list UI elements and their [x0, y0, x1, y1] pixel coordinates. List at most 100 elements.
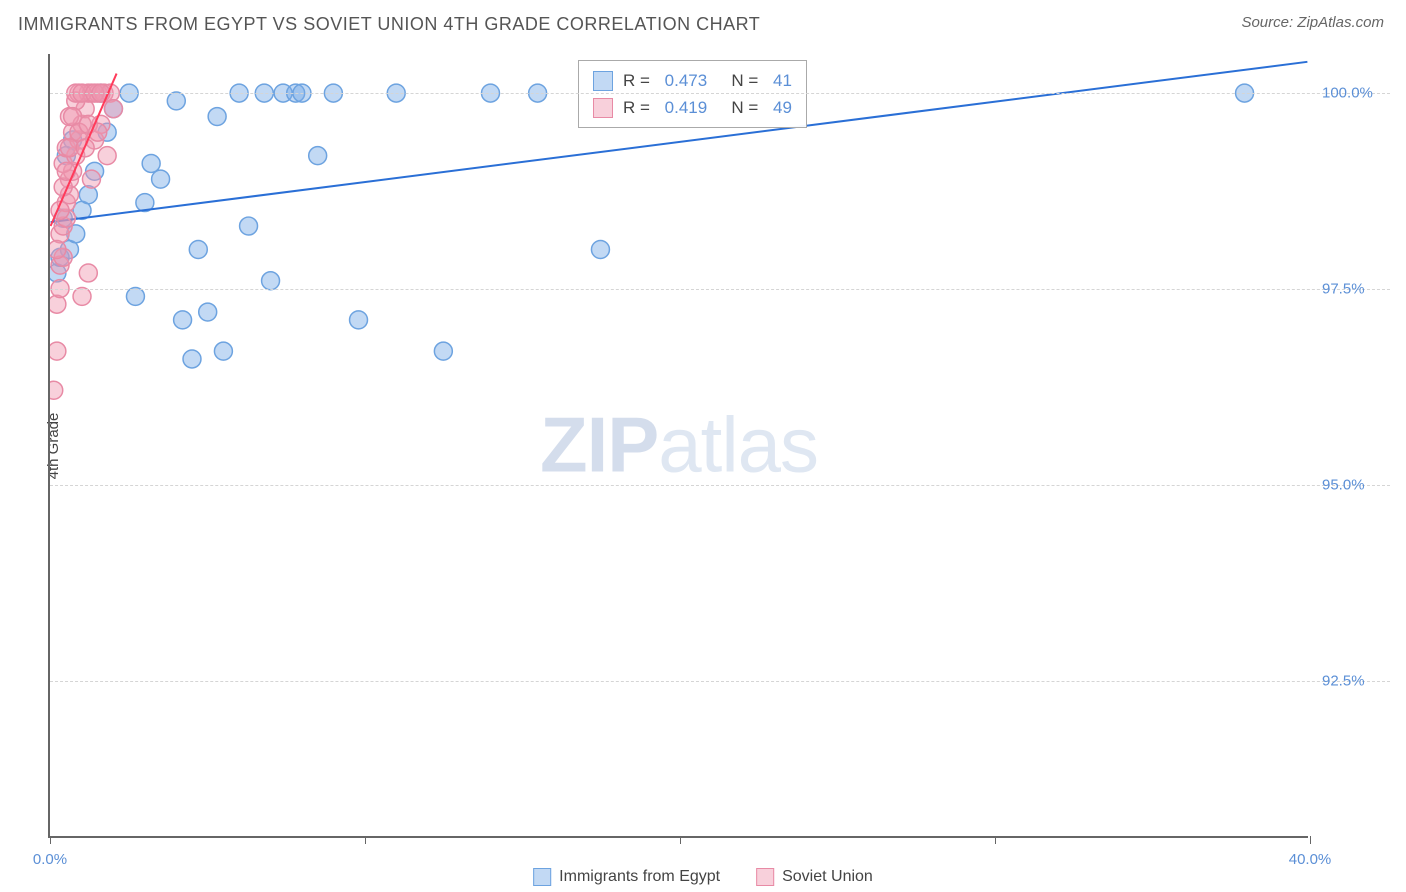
corr-n-label: N = [717, 94, 763, 121]
x-tick-mark [365, 836, 366, 844]
data-point [60, 241, 78, 259]
corr-n-label: N = [717, 67, 763, 94]
corr-r-value: 0.473 [665, 67, 708, 94]
legend-item: Immigrants from Egypt [533, 868, 720, 886]
y-tick-label: 95.0% [1322, 477, 1365, 494]
data-point [67, 225, 85, 243]
data-point [57, 162, 75, 180]
legend-label: Soviet Union [782, 868, 873, 886]
data-point [86, 162, 104, 180]
data-point [54, 178, 72, 196]
data-point [98, 123, 116, 141]
watermark: ZIPatlas [540, 400, 818, 491]
data-point [262, 272, 280, 290]
corr-r-label: R = [623, 67, 655, 94]
chart-title: IMMIGRANTS FROM EGYPT VS SOVIET UNION 4T… [18, 14, 760, 35]
data-point [76, 100, 94, 118]
data-point [54, 248, 72, 266]
data-point [51, 201, 69, 219]
data-point [54, 209, 72, 227]
svg-layer [50, 54, 1308, 836]
data-point [183, 350, 201, 368]
data-point [64, 108, 82, 126]
legend-swatch [533, 868, 551, 886]
correlation-swatch [593, 71, 613, 91]
data-point [70, 131, 88, 149]
data-point [86, 131, 104, 149]
data-point [174, 311, 192, 329]
x-tick-label: 40.0% [1289, 851, 1332, 868]
data-point [73, 201, 91, 219]
y-tick-label: 97.5% [1322, 281, 1365, 298]
data-point [79, 264, 97, 282]
data-point [240, 217, 258, 235]
data-point [214, 342, 232, 360]
correlation-row: R = 0.473 N = 41 [593, 67, 792, 94]
data-point [57, 209, 75, 227]
y-tick-label: 100.0% [1322, 85, 1373, 102]
data-point [152, 170, 170, 188]
legend-bottom: Immigrants from Egypt Soviet Union [533, 868, 873, 886]
data-point [51, 225, 69, 243]
data-point [136, 194, 154, 212]
corr-r-label: R = [623, 94, 655, 121]
legend-item: Soviet Union [756, 868, 873, 886]
trendline [51, 74, 117, 226]
gridline [50, 289, 1390, 290]
data-point [50, 295, 66, 313]
data-point [50, 241, 66, 259]
gridline [50, 681, 1390, 682]
data-point [51, 256, 69, 274]
data-point [309, 147, 327, 165]
gridline [50, 485, 1390, 486]
x-tick-label: 0.0% [33, 851, 67, 868]
data-point [60, 139, 78, 157]
data-point [350, 311, 368, 329]
corr-n-value: 41 [773, 67, 792, 94]
corr-n-value: 49 [773, 94, 792, 121]
data-point [67, 92, 85, 110]
x-tick-mark [995, 836, 996, 844]
data-point [64, 123, 82, 141]
data-point [591, 241, 609, 259]
data-point [50, 381, 63, 399]
data-point [57, 147, 75, 165]
watermark-zip: ZIP [540, 401, 658, 489]
data-point [79, 186, 97, 204]
data-point [92, 115, 110, 133]
data-point [208, 108, 226, 126]
data-point [79, 115, 97, 133]
data-point [64, 162, 82, 180]
data-point [60, 186, 78, 204]
correlation-box: R = 0.473 N = 41R = 0.419 N = 49 [578, 60, 807, 128]
data-point [142, 155, 160, 173]
data-point [98, 147, 116, 165]
gridline [50, 93, 1390, 94]
correlation-swatch [593, 98, 613, 118]
data-point [51, 248, 69, 266]
data-point [104, 100, 122, 118]
data-point [82, 170, 100, 188]
legend-label: Immigrants from Egypt [559, 868, 720, 886]
data-point [50, 342, 66, 360]
data-point [54, 155, 72, 173]
correlation-row: R = 0.419 N = 49 [593, 94, 792, 121]
data-point [54, 217, 72, 235]
legend-swatch [756, 868, 774, 886]
data-point [76, 139, 94, 157]
watermark-atlas: atlas [658, 401, 818, 489]
x-tick-mark [1310, 836, 1311, 844]
data-point [104, 100, 122, 118]
corr-r-value: 0.419 [665, 94, 708, 121]
x-tick-mark [680, 836, 681, 844]
data-point [189, 241, 207, 259]
data-point [57, 194, 75, 212]
data-point [70, 123, 88, 141]
data-point [89, 123, 107, 141]
data-point [60, 170, 78, 188]
data-point [50, 264, 66, 282]
data-point [67, 147, 85, 165]
data-point [167, 92, 185, 110]
data-point [434, 342, 452, 360]
data-point [73, 115, 91, 133]
